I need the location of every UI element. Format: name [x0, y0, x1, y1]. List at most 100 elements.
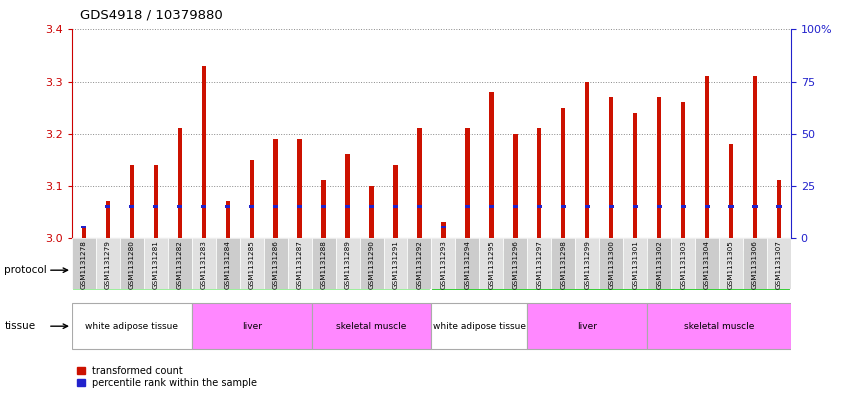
FancyBboxPatch shape: [599, 238, 624, 289]
FancyBboxPatch shape: [743, 238, 767, 289]
Text: GSM1131296: GSM1131296: [513, 240, 519, 289]
Text: ad libitum chow: ad libitum chow: [210, 265, 294, 275]
Text: liver: liver: [242, 322, 261, 331]
Bar: [120, 29, 144, 238]
FancyBboxPatch shape: [671, 238, 695, 289]
Bar: [537, 129, 541, 238]
Bar: [514, 134, 518, 238]
Bar: [633, 206, 638, 208]
FancyBboxPatch shape: [527, 303, 647, 349]
Legend: transformed count, percentile rank within the sample: transformed count, percentile rank withi…: [77, 366, 257, 388]
Bar: [72, 29, 96, 238]
FancyBboxPatch shape: [647, 303, 791, 349]
Bar: [633, 113, 637, 238]
Text: GSM1131303: GSM1131303: [680, 240, 686, 289]
FancyBboxPatch shape: [72, 303, 192, 349]
FancyBboxPatch shape: [168, 238, 192, 289]
Bar: [777, 206, 782, 208]
FancyBboxPatch shape: [647, 238, 671, 289]
FancyBboxPatch shape: [767, 238, 791, 289]
Bar: [729, 144, 733, 238]
Bar: [393, 206, 398, 208]
Bar: [575, 29, 599, 238]
FancyBboxPatch shape: [480, 238, 503, 289]
Bar: [671, 29, 695, 238]
FancyBboxPatch shape: [336, 238, 360, 289]
Bar: [369, 206, 374, 208]
Bar: [298, 139, 302, 238]
Bar: [408, 29, 431, 238]
Bar: [417, 129, 421, 238]
Bar: [81, 226, 86, 228]
Bar: [777, 180, 781, 238]
Text: GSM1131288: GSM1131288: [321, 240, 327, 289]
Text: GSM1131280: GSM1131280: [129, 240, 135, 289]
Bar: [480, 29, 503, 238]
Bar: [311, 29, 336, 238]
FancyBboxPatch shape: [527, 238, 552, 289]
Bar: [465, 129, 470, 238]
FancyBboxPatch shape: [431, 303, 527, 349]
Bar: [489, 206, 494, 208]
Bar: [96, 29, 120, 238]
Bar: [608, 206, 614, 208]
Bar: [536, 206, 542, 208]
Bar: [585, 81, 590, 238]
Bar: [82, 227, 86, 238]
Bar: [657, 97, 662, 238]
Bar: [561, 206, 566, 208]
Text: GSM1131286: GSM1131286: [272, 240, 278, 289]
Bar: [345, 154, 349, 238]
Bar: [129, 165, 134, 238]
Bar: [370, 185, 374, 238]
FancyBboxPatch shape: [455, 238, 480, 289]
Text: liver: liver: [577, 322, 597, 331]
Bar: [273, 206, 278, 208]
Text: GSM1131304: GSM1131304: [704, 240, 710, 289]
Bar: [442, 222, 446, 238]
Text: fasted: fasted: [595, 265, 628, 275]
Bar: [743, 29, 767, 238]
FancyBboxPatch shape: [552, 238, 575, 289]
FancyBboxPatch shape: [239, 238, 264, 289]
Text: GSM1131290: GSM1131290: [369, 240, 375, 289]
Bar: [753, 76, 757, 238]
Text: GSM1131292: GSM1131292: [416, 240, 422, 289]
Bar: [503, 29, 527, 238]
Text: GSM1131307: GSM1131307: [776, 240, 782, 289]
Text: GSM1131285: GSM1131285: [249, 240, 255, 289]
Bar: [249, 206, 255, 208]
Bar: [106, 201, 110, 238]
Bar: [431, 29, 455, 238]
Bar: [288, 29, 311, 238]
Bar: [226, 201, 230, 238]
FancyBboxPatch shape: [719, 238, 743, 289]
Bar: [705, 76, 709, 238]
FancyBboxPatch shape: [311, 238, 336, 289]
Bar: [417, 206, 422, 208]
Bar: [360, 29, 383, 238]
FancyBboxPatch shape: [96, 238, 120, 289]
Bar: [719, 29, 743, 238]
FancyBboxPatch shape: [72, 250, 431, 290]
Bar: [680, 206, 686, 208]
Bar: [767, 29, 791, 238]
Text: GSM1131302: GSM1131302: [656, 240, 662, 289]
Bar: [513, 206, 518, 208]
Bar: [273, 139, 277, 238]
Bar: [153, 206, 158, 208]
Bar: [321, 180, 326, 238]
Text: white adipose tissue: white adipose tissue: [85, 322, 179, 331]
FancyBboxPatch shape: [431, 238, 455, 289]
Text: GSM1131281: GSM1131281: [153, 240, 159, 289]
FancyBboxPatch shape: [264, 238, 288, 289]
Bar: [585, 206, 590, 208]
Text: GSM1131289: GSM1131289: [344, 240, 350, 289]
Text: GSM1131293: GSM1131293: [441, 240, 447, 289]
FancyBboxPatch shape: [192, 238, 216, 289]
Bar: [178, 129, 182, 238]
Bar: [250, 160, 254, 238]
Bar: [216, 29, 239, 238]
Bar: [129, 206, 135, 208]
FancyBboxPatch shape: [288, 238, 311, 289]
